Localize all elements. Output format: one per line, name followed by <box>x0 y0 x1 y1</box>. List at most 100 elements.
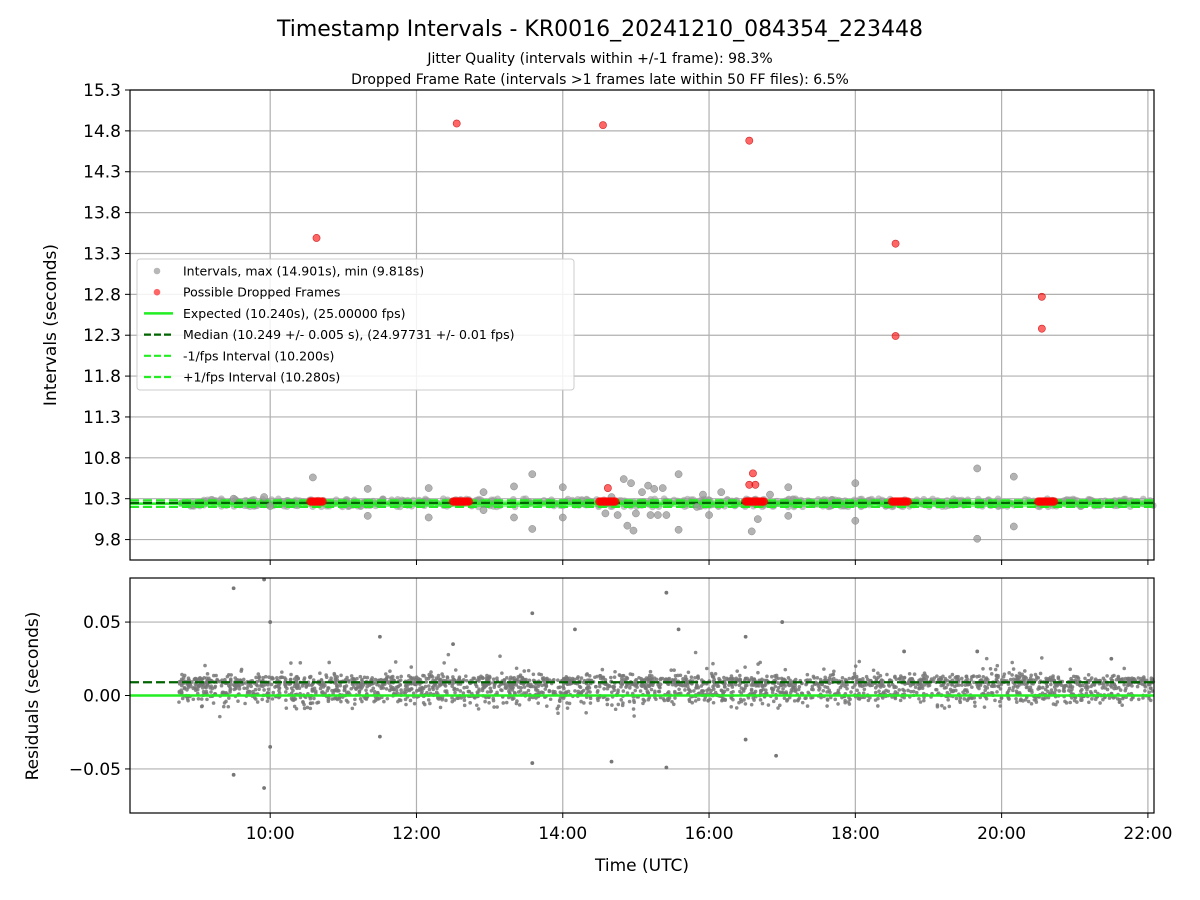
chart-subtitle-jitter: Jitter Quality (intervals within +/-1 fr… <box>426 51 772 67</box>
residual-point <box>702 698 707 702</box>
residual-point <box>265 691 270 695</box>
chart-subtitle-dropped: Dropped Frame Rate (intervals >1 frames … <box>351 72 849 88</box>
residual-point <box>808 678 812 682</box>
residual-point <box>950 683 954 687</box>
residual-point <box>235 677 240 682</box>
residual-point <box>510 688 515 692</box>
residual-point <box>809 687 814 692</box>
residual-point <box>771 699 776 704</box>
residual-point <box>657 689 662 694</box>
interval-outlier-point <box>747 527 756 536</box>
residual-point <box>1114 677 1119 682</box>
residual-point <box>409 676 414 681</box>
residual-point <box>420 689 424 694</box>
residual-point <box>254 675 258 680</box>
residual-point <box>412 682 417 686</box>
residual-point <box>472 676 477 681</box>
residual-outlier-point <box>378 734 382 739</box>
interval-outlier-point <box>510 513 518 522</box>
residual-point <box>395 675 400 680</box>
residual-point <box>314 691 318 695</box>
residual-point <box>631 707 636 711</box>
residual-point <box>376 690 380 695</box>
residual-point <box>861 691 866 695</box>
residual-point <box>403 697 408 702</box>
interval-outlier-point <box>558 513 567 522</box>
residual-point <box>514 666 519 671</box>
residual-point <box>196 696 201 701</box>
residual-point <box>876 704 880 708</box>
residual-outlier-point <box>378 634 382 639</box>
residual-point <box>531 672 536 677</box>
residual-point <box>450 696 454 700</box>
legend-box <box>136 258 575 391</box>
residual-point <box>1043 687 1048 692</box>
residual-point <box>426 684 431 688</box>
residual-point <box>316 700 321 705</box>
residual-point <box>565 701 569 705</box>
residual-outlier-point <box>975 649 980 654</box>
residual-point <box>939 677 944 682</box>
residual-point <box>760 683 765 688</box>
residual-point <box>711 661 715 666</box>
residual-point <box>737 683 742 688</box>
residual-point <box>239 667 244 672</box>
residual-point <box>1049 688 1054 692</box>
residual-point <box>643 686 648 690</box>
residual-point <box>243 701 247 706</box>
intervals-y-ticks: 9.8 10.3 10.8 11.3 11.8 12.3 12.8 13.3 13.8 14.3 1… <box>83 81 130 551</box>
residual-point <box>603 682 608 687</box>
residual-point <box>909 689 913 694</box>
residual-point <box>556 678 560 682</box>
residual-point <box>853 664 858 668</box>
residual-point <box>237 687 242 691</box>
residual-point <box>836 688 841 693</box>
residual-point <box>828 690 832 695</box>
residuals-x-tick-label: 20:00 <box>977 824 1026 844</box>
intervals-y-axis-label: Intervals (seconds) <box>41 244 61 406</box>
residual-outlier-point <box>664 765 669 770</box>
residual-point <box>344 690 349 695</box>
residual-point <box>534 686 538 691</box>
residual-point <box>940 683 945 687</box>
residual-point <box>830 673 835 677</box>
residual-point <box>1029 673 1034 678</box>
residual-point <box>700 689 705 693</box>
residual-point <box>594 684 598 689</box>
residual-point <box>418 686 422 690</box>
interval-outlier-point <box>266 502 275 510</box>
residual-point <box>408 698 413 703</box>
residual-point <box>338 683 343 688</box>
residual-point <box>717 676 721 681</box>
residual-point <box>804 682 808 687</box>
residual-point <box>683 683 687 687</box>
residual-point <box>973 704 977 708</box>
residual-point <box>564 677 569 681</box>
residual-point <box>922 676 926 681</box>
residual-point <box>609 675 613 680</box>
residual-point <box>312 696 316 701</box>
interval-outlier-point <box>717 488 726 497</box>
residual-point <box>269 682 274 687</box>
residual-point <box>241 677 246 682</box>
residual-point <box>843 700 847 705</box>
intervals-plot: 9.8 10.3 10.8 11.3 11.8 12.3 12.8 13.3 13.8 14.3 1… <box>41 81 1157 565</box>
intervals-y-tick-label: 11.3 <box>83 408 121 428</box>
residual-point <box>884 688 888 693</box>
residual-point <box>683 674 688 679</box>
residual-point <box>377 678 382 682</box>
residual-point <box>684 680 688 685</box>
residual-point <box>632 698 636 703</box>
residual-point <box>983 688 988 693</box>
interval-outlier-point <box>851 479 860 488</box>
residual-point <box>638 689 643 693</box>
residual-point <box>588 696 593 701</box>
residual-point <box>846 700 851 704</box>
residual-point <box>398 698 403 703</box>
residual-point <box>295 683 300 688</box>
residual-point <box>785 697 790 702</box>
residual-point <box>849 690 853 694</box>
residual-point <box>922 698 926 703</box>
residuals-x-ticks: 10:00 12:00 14:00 16:00 18:00 20:00 22:00 <box>246 813 1172 844</box>
residual-point <box>993 698 997 703</box>
